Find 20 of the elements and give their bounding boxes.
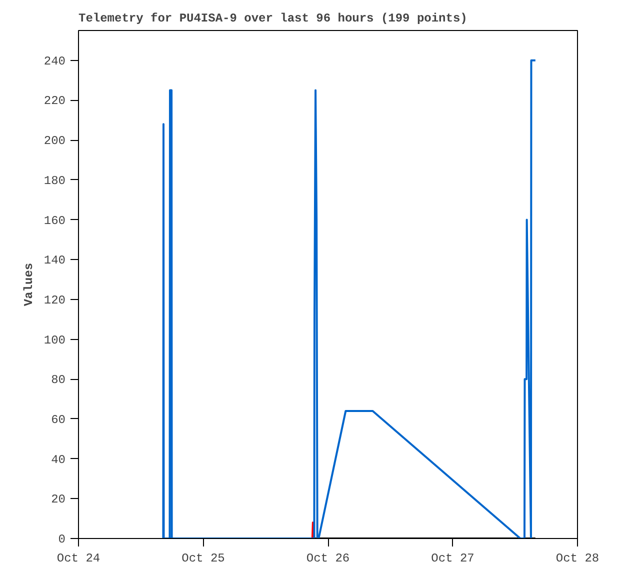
y-tick-label: 200 <box>44 134 66 148</box>
y-tick-label: 20 <box>51 492 66 507</box>
x-tick-label: Oct 26 <box>306 552 350 566</box>
y-tick-label: 80 <box>51 373 66 388</box>
y-tick-label: 120 <box>44 293 66 308</box>
y-tick-label: 140 <box>44 254 66 268</box>
x-tick-label: Oct 25 <box>182 552 225 566</box>
y-tick-label: 240 <box>44 54 66 68</box>
y-tick-label: 0 <box>58 532 66 546</box>
y-tick-label: 100 <box>44 333 66 348</box>
y-axis-title: Values <box>22 262 36 306</box>
y-tick-label: 60 <box>51 412 66 427</box>
y-tick-label: 40 <box>51 452 66 467</box>
chart-title: Telemetry for PU4ISA-9 over last 96 hours (199 points) <box>78 12 468 26</box>
x-tick-label: Oct 24 <box>56 552 100 566</box>
y-tick-label: 160 <box>44 214 66 228</box>
y-tick-label: 220 <box>44 94 66 108</box>
x-tick-label: Oct 27 <box>431 552 474 566</box>
y-tick-label: 180 <box>44 174 66 188</box>
x-tick-label: Oct 28 <box>556 552 600 566</box>
